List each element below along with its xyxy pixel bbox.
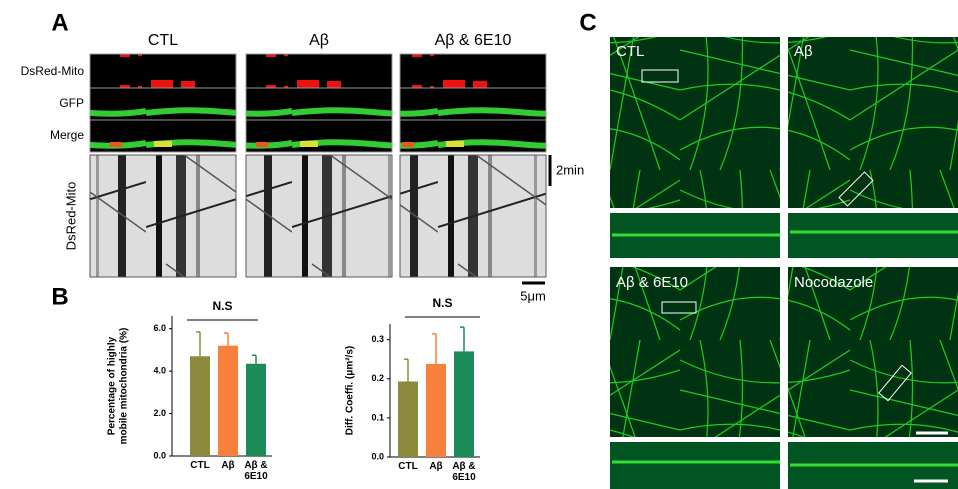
panel-label: C bbox=[579, 9, 596, 36]
column-header: Aβ bbox=[309, 32, 329, 49]
image-label: Aβ & 6E10 bbox=[616, 274, 688, 291]
y-tick-label: 2.0 bbox=[153, 408, 166, 418]
bar bbox=[246, 363, 266, 456]
y-tick-label: 4.0 bbox=[153, 366, 166, 376]
y-tick-label: 6.0 bbox=[153, 323, 166, 333]
y-tick-label: 0.2 bbox=[371, 373, 384, 383]
bar bbox=[398, 381, 418, 457]
x-tick-label: CTL bbox=[398, 461, 418, 472]
y-tick-label: 0.3 bbox=[371, 334, 384, 344]
bar bbox=[218, 345, 238, 456]
time-scale: 2min bbox=[556, 162, 584, 177]
column-header: CTL bbox=[148, 32, 178, 49]
panel-a-images bbox=[89, 53, 552, 285]
kymograph-label: DsRed-Mito bbox=[63, 182, 78, 251]
y-tick-label: 0.0 bbox=[153, 450, 166, 460]
image-label: CTL bbox=[616, 43, 644, 60]
row-label: GFP bbox=[59, 96, 84, 110]
bar bbox=[454, 351, 474, 457]
y-axis-label: mobile mitochondria (%) bbox=[119, 328, 130, 445]
column-header: Aβ & 6E10 bbox=[435, 32, 512, 49]
x-tick-label: Aβ & 6E10 bbox=[452, 461, 476, 483]
row-label: Merge bbox=[50, 128, 84, 142]
panel-label: A bbox=[51, 9, 68, 36]
y-axis-label: Percentage of highly bbox=[107, 336, 118, 435]
x-tick-label: Aβ bbox=[429, 461, 443, 472]
image-label: Aβ bbox=[794, 43, 813, 60]
bar bbox=[190, 356, 210, 456]
row-label: DsRed-Mito bbox=[21, 64, 85, 78]
y-tick-label: 0.0 bbox=[371, 451, 384, 461]
x-tick-label: Aβ & 6E10 bbox=[244, 460, 268, 482]
bar bbox=[426, 363, 446, 457]
annotation: N.S bbox=[212, 299, 232, 313]
y-tick-label: 0.1 bbox=[371, 412, 384, 422]
panel-c-images bbox=[610, 37, 958, 489]
y-axis-label: Diff. Coeffi. (μm²/s) bbox=[345, 346, 356, 435]
image-label: Nocodazole bbox=[794, 274, 873, 291]
x-tick-label: Aβ bbox=[221, 460, 235, 471]
length-scale: 5μm bbox=[520, 288, 546, 303]
x-tick-label: CTL bbox=[190, 460, 210, 471]
annotation: N.S bbox=[432, 296, 452, 310]
panel-label: B bbox=[51, 283, 68, 310]
